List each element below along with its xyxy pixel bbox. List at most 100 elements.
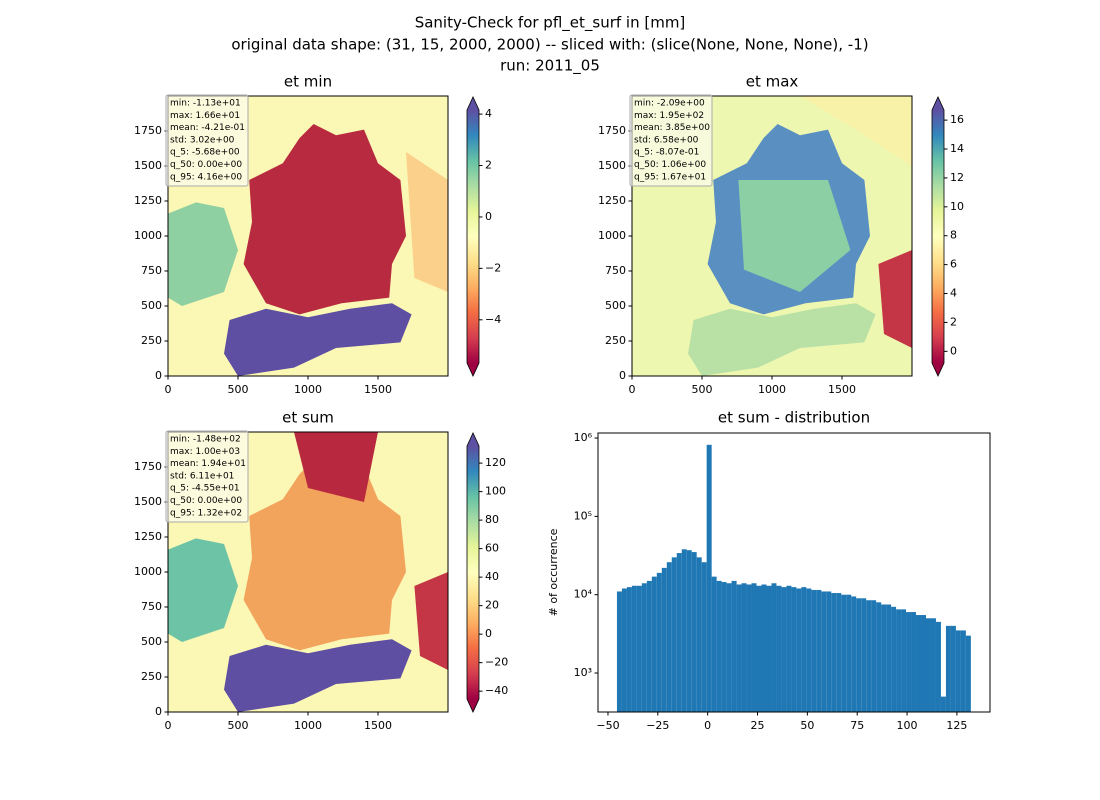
- stats-text: mean: 1.94e+01: [170, 459, 246, 469]
- x-tick-label: 1000: [294, 383, 322, 396]
- colorbar-tick-label: 100: [485, 485, 506, 498]
- x-tick-label: 100: [897, 719, 918, 732]
- bar: [651, 576, 657, 712]
- stats-text: min: -1.13e+01: [170, 99, 241, 109]
- bar: [935, 621, 941, 712]
- stats-text: q_5: -4.55e+01: [170, 484, 240, 494]
- stats-text: min: -2.09e+00: [634, 99, 705, 109]
- bar: [796, 588, 802, 712]
- y-tick-label: 10⁵: [574, 509, 592, 522]
- x-tick-label: 500: [692, 383, 713, 396]
- axes-frame: [597, 432, 991, 713]
- map-region: [406, 152, 448, 292]
- map-region: [294, 432, 378, 502]
- y-tick-label: 1250: [598, 194, 626, 207]
- x-tick-label: 500: [228, 383, 249, 396]
- bar: [891, 606, 897, 712]
- bar: [876, 602, 882, 712]
- bar: [646, 580, 652, 712]
- map-region: [414, 572, 448, 670]
- colorbar-extend-top: [467, 433, 479, 446]
- bar: [950, 625, 956, 712]
- colorbar-tick-label: 8: [950, 229, 957, 242]
- stats-text: q_95: 1.32e+02: [170, 508, 242, 518]
- bar: [661, 567, 667, 712]
- x-tick-label: −50: [596, 719, 619, 732]
- colorbar-tick-label: 0: [485, 210, 492, 223]
- y-tick-label: 1500: [598, 159, 626, 172]
- colorbar: [467, 446, 479, 699]
- bar: [766, 585, 772, 712]
- bar: [791, 587, 797, 712]
- colorbar-extend-top: [932, 97, 944, 110]
- x-tick-label: 0: [165, 383, 172, 396]
- map-region: [878, 250, 912, 348]
- bar: [686, 550, 692, 712]
- x-tick-label: 25: [751, 719, 765, 732]
- stats-text: q_50: 0.00e+00: [170, 496, 242, 506]
- bar: [871, 600, 877, 712]
- bar: [711, 576, 717, 712]
- bar: [866, 600, 872, 712]
- colorbar-extend-bottom: [467, 699, 479, 712]
- x-tick-label: −25: [646, 719, 669, 732]
- colorbar-tick-label: −20: [485, 656, 508, 669]
- y-tick-label: 10³: [574, 666, 592, 679]
- stats-text: q_5: -8.07e-01: [634, 148, 699, 158]
- y-tick-label: 1000: [598, 229, 626, 242]
- bar: [846, 594, 852, 712]
- bar: [816, 589, 822, 712]
- map-region: [800, 96, 912, 166]
- map-region: [738, 180, 851, 292]
- y-tick-label: 1000: [134, 229, 162, 242]
- colorbar-tick-label: 16: [950, 113, 964, 126]
- colorbar-tick-label: 0: [485, 627, 492, 640]
- bar: [841, 594, 847, 712]
- bar: [731, 580, 737, 712]
- bar: [736, 584, 742, 712]
- colorbar-extend-bottom: [932, 363, 944, 376]
- bar: [696, 557, 702, 712]
- y-tick-label: 250: [141, 334, 162, 347]
- stats-box: [165, 430, 249, 523]
- colorbar-tick-label: 4: [950, 287, 957, 300]
- y-tick-label: 500: [141, 299, 162, 312]
- y-tick-label: 750: [141, 600, 162, 613]
- y-tick-label: 250: [605, 334, 626, 347]
- stats-text: std: 3.02e+00: [170, 135, 235, 145]
- axes-title: et min: [284, 73, 332, 91]
- map-region: [224, 639, 412, 712]
- stats-text: mean: 3.85e+00: [634, 123, 710, 133]
- x-tick-label: 75: [850, 719, 864, 732]
- bar: [801, 587, 807, 712]
- axes-title: et max: [746, 73, 799, 91]
- bar: [716, 580, 722, 712]
- colorbar-tick-label: 4: [485, 107, 492, 120]
- bar: [721, 582, 727, 712]
- x-tick-label: 0: [629, 383, 636, 396]
- map-region: [168, 202, 238, 306]
- colorbar-tick-label: 6: [950, 258, 957, 271]
- x-tick-label: 50: [800, 719, 814, 732]
- bar: [786, 585, 792, 712]
- bar: [911, 612, 917, 712]
- x-tick-label: 0: [165, 719, 172, 732]
- stats-text: q_50: 0.00e+00: [170, 160, 242, 170]
- map-region: [243, 460, 406, 651]
- colorbar-outline: [466, 96, 480, 377]
- bar: [826, 591, 832, 712]
- bar: [811, 589, 817, 712]
- colorbar-tick-label: 20: [485, 599, 499, 612]
- bar: [940, 696, 946, 712]
- bar: [681, 549, 687, 712]
- x-tick-label: 1500: [364, 719, 392, 732]
- stats-text: min: -1.48e+02: [170, 435, 241, 445]
- stats-text: std: 6.58e+00: [634, 135, 699, 145]
- stats-text: q_95: 4.16e+00: [170, 172, 242, 182]
- colorbar-outline: [931, 96, 945, 377]
- colorbar-tick-label: 2: [485, 159, 492, 172]
- bar: [921, 615, 926, 712]
- bar: [751, 583, 757, 712]
- bar: [676, 553, 682, 712]
